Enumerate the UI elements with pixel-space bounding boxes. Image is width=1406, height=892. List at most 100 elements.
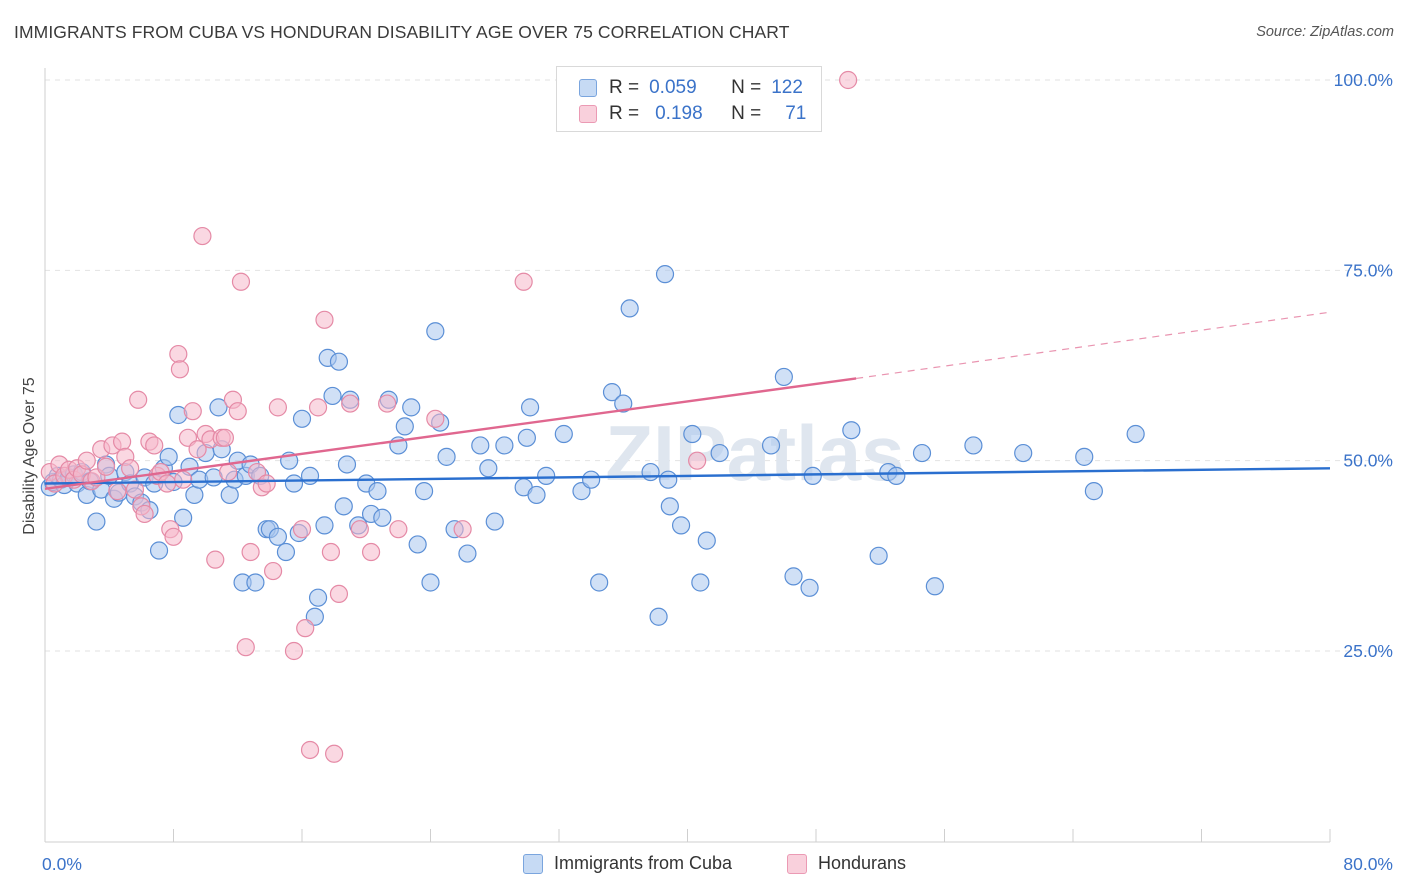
data-point-cuba <box>276 542 296 562</box>
data-point-cuba <box>323 386 342 406</box>
data-point-cuba <box>159 447 178 466</box>
data-point-hondurans <box>157 474 177 493</box>
data-point-hondurans <box>188 440 207 459</box>
data-point-hondurans <box>315 310 334 329</box>
data-point-hondurans <box>378 394 397 413</box>
data-point-cuba <box>527 485 546 505</box>
data-point-cuba <box>517 428 536 447</box>
series-hondurans <box>40 70 858 763</box>
data-point-cuba <box>268 527 288 546</box>
legend-swatch-cuba <box>579 79 597 97</box>
data-point-hondurans <box>77 451 96 470</box>
data-point-cuba <box>220 485 239 505</box>
data-point-cuba <box>315 516 334 535</box>
data-point-cuba <box>402 398 421 417</box>
data-point-cuba <box>1084 482 1103 501</box>
data-point-hondurans <box>183 402 202 421</box>
data-point-cuba <box>641 462 660 482</box>
data-point-cuba <box>1014 443 1033 463</box>
data-point-hondurans <box>321 542 341 562</box>
data-point-cuba <box>697 531 716 550</box>
data-point-cuba <box>246 573 265 592</box>
data-point-cuba <box>471 436 490 455</box>
data-point-cuba <box>1075 447 1094 466</box>
data-point-hondurans <box>308 398 328 417</box>
tick-labels: 25.0% 50.0% 75.0% 100.0% 0.0% 80.0% <box>42 70 1393 874</box>
legend-swatch-hondurans <box>579 105 597 123</box>
data-point-hondurans <box>839 70 858 90</box>
data-point-cuba <box>554 424 573 444</box>
data-point-cuba <box>842 421 861 440</box>
source-label: Source: ZipAtlas.com <box>1256 24 1394 40</box>
legend-r-label: R = <box>609 77 640 98</box>
data-point-cuba <box>912 443 932 463</box>
data-point-cuba <box>964 436 983 455</box>
data-point-hondurans <box>164 527 183 546</box>
y-tick-label: 50.0% <box>1343 451 1393 471</box>
data-point-cuba <box>308 588 328 607</box>
data-point-hondurans <box>514 272 533 291</box>
bottom-legend-swatch-cuba <box>523 853 543 874</box>
data-point-hondurans <box>135 504 154 524</box>
legend-n-value: 71 <box>785 103 807 124</box>
x-tick-label: 80.0% <box>1343 854 1393 874</box>
data-point-cuba <box>774 367 793 387</box>
data-point-hondurans <box>193 226 212 246</box>
data-point-cuba <box>1126 424 1145 444</box>
data-point-cuba <box>479 459 498 478</box>
data-point-cuba <box>284 474 304 493</box>
data-point-hondurans <box>206 550 225 569</box>
data-point-cuba <box>209 398 228 417</box>
data-point-hondurans <box>284 641 304 661</box>
data-point-cuba <box>300 466 320 485</box>
data-point-cuba <box>334 497 353 516</box>
data-point-cuba <box>395 417 414 436</box>
data-point-hondurans <box>231 272 251 291</box>
y-axis-label: Disability Age Over 75 <box>21 377 38 535</box>
data-point-hondurans <box>121 459 140 478</box>
legend-r-value: 0.059 <box>649 77 697 98</box>
data-point-hondurans <box>341 394 360 413</box>
bottom-legend-cuba: Immigrants from Cuba <box>523 853 732 874</box>
data-point-cuba <box>659 470 678 489</box>
data-point-cuba <box>803 466 822 485</box>
data-point-cuba <box>408 535 427 554</box>
data-point-hondurans <box>215 428 234 447</box>
data-point-hondurans <box>325 744 344 763</box>
trend-line-hondurans-extension <box>856 311 1331 380</box>
data-point-cuba <box>710 443 729 463</box>
data-point-hondurans <box>236 638 255 657</box>
data-point-cuba <box>784 567 803 586</box>
data-point-hondurans <box>389 520 408 539</box>
data-point-hondurans <box>296 619 315 638</box>
data-point-cuba <box>887 466 906 485</box>
data-point-cuba <box>537 466 556 485</box>
data-point-cuba <box>292 409 312 428</box>
trend-line-cuba <box>44 467 1331 485</box>
data-point-cuba <box>590 573 609 592</box>
bottom-legend-hondurans: Hondurans <box>787 853 906 874</box>
bottom-legend-label-hondurans: Hondurans <box>818 853 907 873</box>
data-point-hondurans <box>96 457 116 476</box>
data-point-hondurans <box>174 470 193 489</box>
data-point-hondurans <box>228 402 247 421</box>
chart-title: IMMIGRANTS FROM CUBA VS HONDURAN DISABIL… <box>14 22 790 42</box>
data-point-cuba <box>582 470 601 489</box>
data-point-cuba <box>614 394 633 413</box>
legend-row-cuba: R = 0.059 N = 122 <box>579 76 803 100</box>
data-point-cuba <box>691 573 710 592</box>
data-point-cuba <box>421 573 440 592</box>
data-point-hondurans <box>300 740 320 760</box>
data-point-hondurans <box>453 520 472 539</box>
data-point-cuba <box>174 508 193 527</box>
data-point-cuba <box>602 383 622 402</box>
data-point-cuba <box>649 607 668 626</box>
data-point-hondurans <box>170 360 190 379</box>
data-point-cuba <box>337 455 357 474</box>
data-point-cuba <box>437 447 456 466</box>
data-point-hondurans <box>219 462 238 482</box>
legend-row-hondurans: R = 0.198 N = 71 <box>579 102 806 126</box>
data-point-hondurans <box>350 520 369 539</box>
data-point-hondurans <box>263 561 283 581</box>
